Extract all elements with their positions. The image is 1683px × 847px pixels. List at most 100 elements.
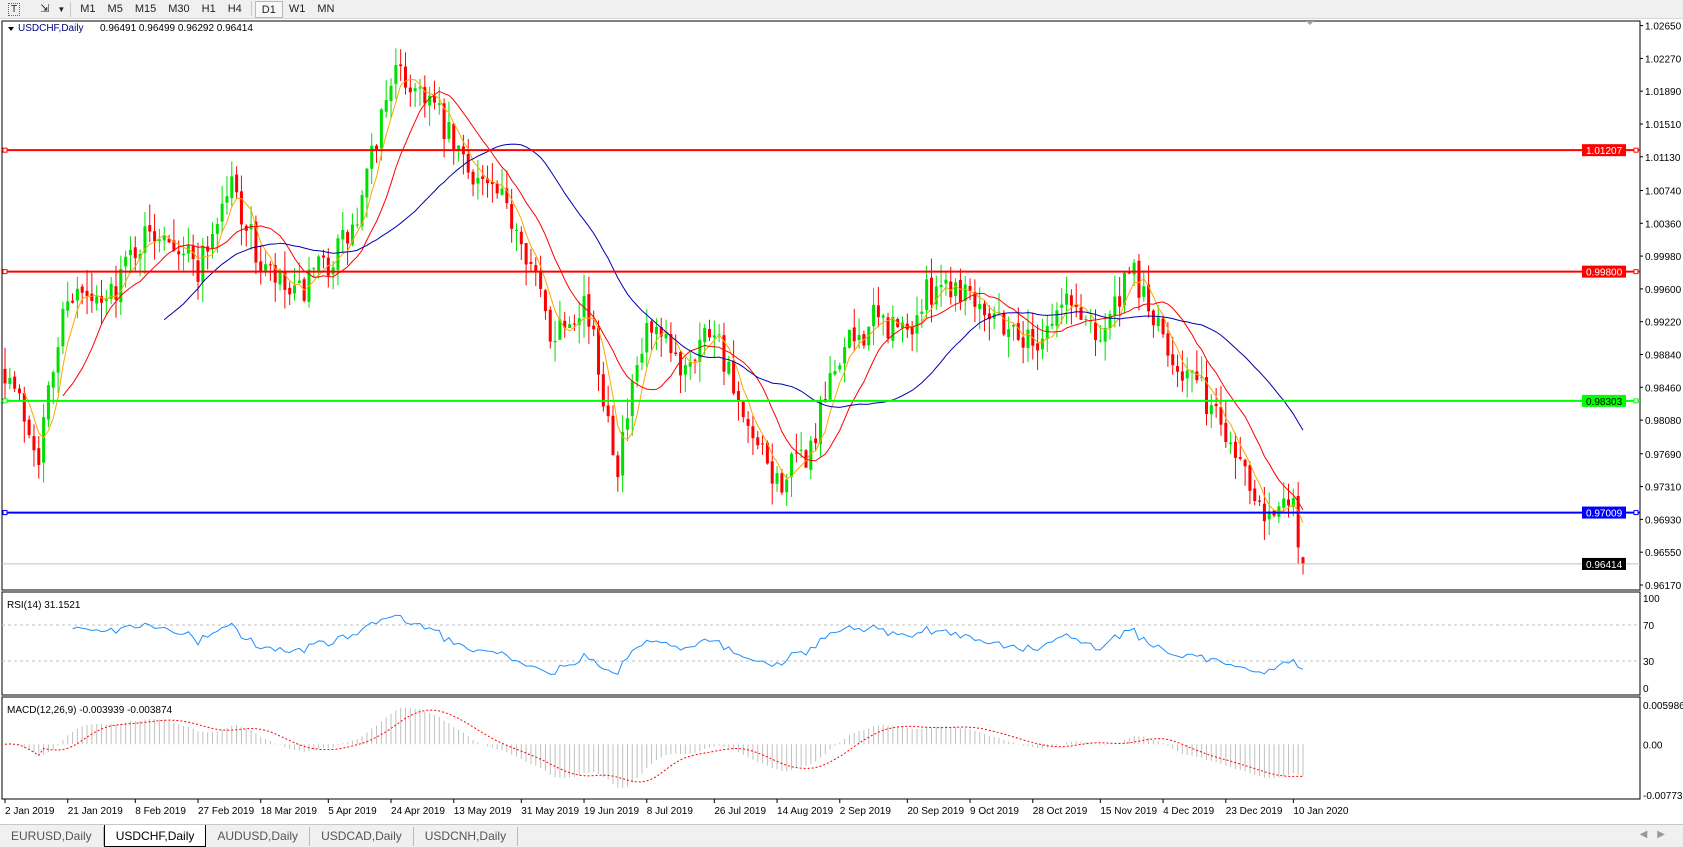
level-handle[interactable] [1633,398,1639,404]
timeframe-m5[interactable]: M5 [107,2,123,15]
candle-body [910,327,914,335]
dropdown-arrow-icon[interactable]: ▼ [57,4,66,14]
objects-tool-icon[interactable]: ⇲ [40,2,50,15]
level-handle[interactable] [1633,147,1639,153]
candle-body [167,238,171,243]
candle [809,435,813,480]
candle [572,314,576,331]
candle-body [1137,260,1141,298]
text-tool-icon[interactable]: T [8,2,21,16]
candle [973,279,977,323]
candle-body [51,372,55,388]
candle [326,248,330,288]
candle [457,145,461,162]
macd-label: MACD(12,26,9) -0.003939 -0.003874 [7,705,173,716]
candle-body [133,247,137,259]
candle [539,255,543,298]
candle-body [370,145,374,169]
candle [1171,336,1175,375]
chart-tab[interactable]: AUDUSD,Daily [206,827,311,846]
candle-body [1098,340,1102,342]
candle [1243,458,1247,486]
candle [1084,315,1088,326]
candle [1108,310,1112,340]
candle-body [428,95,432,106]
candle [688,352,692,380]
rsi-line [72,614,1304,675]
candle [1248,461,1252,505]
tab-scroll-arrows[interactable]: ◀▶ [1639,829,1675,840]
candle-body [1113,296,1117,316]
panel-rsi [1,591,1641,696]
collapse-triangle-icon[interactable] [8,27,14,31]
candle [95,285,99,311]
level-handle[interactable] [1633,269,1639,275]
candle-body [543,290,547,312]
candle-body [403,66,407,88]
price-tick-label: 0.96550 [1645,548,1682,559]
candle-body [283,270,287,290]
candle [85,270,89,315]
candle [1229,431,1233,455]
timeframe-h4[interactable]: H4 [227,2,242,15]
candle [239,175,243,246]
candle-body [698,339,702,362]
candle [346,229,350,265]
candle [167,234,171,243]
chart-shift-marker-icon[interactable] [1306,21,1314,25]
candle-body [182,253,186,256]
level-handle[interactable] [1633,510,1639,516]
candle [1103,313,1107,361]
candle-body [1007,329,1011,338]
price-tick-label: 1.00360 [1645,219,1682,230]
candle [775,466,779,492]
timeframe-w1[interactable]: W1 [288,2,306,15]
candle-body [22,393,26,422]
candle-body [625,418,629,430]
level-handle[interactable] [2,398,8,404]
candle-body [1026,329,1030,349]
timeframe-m30[interactable]: M30 [168,2,190,15]
candle-body [1301,557,1305,564]
candle-body [466,153,470,173]
candle-body [13,376,17,389]
date-tick-label: 14 Aug 2019 [777,806,834,817]
level-price-badge [1582,265,1626,278]
chart-tab[interactable]: USDCNH,Daily [414,827,519,846]
level-price-label: 1.01207 [1586,146,1623,157]
candle [1040,318,1044,360]
level-handle[interactable] [2,147,8,153]
chart-tab[interactable]: USDCAD,Daily [310,827,414,846]
candle [514,223,518,252]
candle-body [177,251,181,255]
candle-body [968,286,972,291]
chart-tab[interactable]: EURUSD,Daily [0,827,104,846]
level-handle[interactable] [2,269,8,275]
chart-tab[interactable]: USDCHF,Daily [103,825,207,847]
candle-body [818,401,822,445]
candle-body [27,419,31,436]
candle [394,48,398,100]
candle-body [230,176,234,198]
candle [1011,323,1015,341]
candle-body [1267,511,1271,520]
candle [1180,350,1184,392]
candle [659,317,663,357]
timeframe-h1[interactable]: H1 [201,2,216,15]
candle [780,469,784,495]
timeframe-d1[interactable]: D1 [254,0,283,18]
timeframe-m1[interactable]: M1 [80,2,96,15]
timeframe-mn[interactable]: MN [317,2,335,15]
candle [235,166,239,199]
candle-body [761,443,765,445]
level-handle[interactable] [2,510,8,516]
candle-body [669,334,673,354]
candle-body [1074,304,1078,308]
candle [100,279,104,324]
candle [983,300,987,332]
date-tick-label: 21 Jan 2019 [68,806,123,817]
chart-canvas[interactable]: 1.02650 1.02270 1.01890 1.01510 1.01130 1.007… [0,19,1683,824]
candle [645,309,649,369]
candle [934,275,938,310]
timeframe-m15[interactable]: M15 [134,2,157,15]
